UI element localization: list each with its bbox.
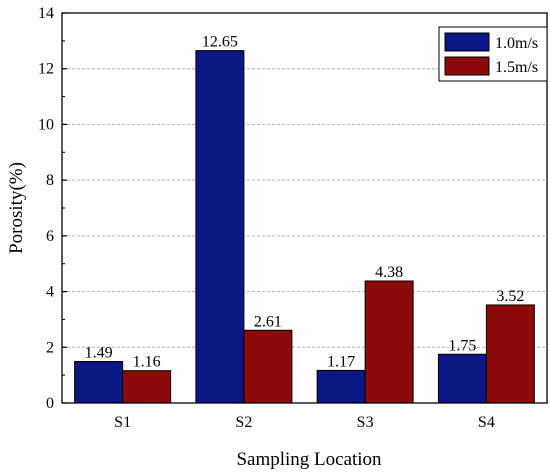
bar [485,304,535,404]
y-tick-label: 8 [46,172,54,189]
data-label: 1.16 [133,354,161,371]
x-tick-label: S2 [235,414,252,431]
bar [122,370,172,404]
x-axis-title: Sampling Location [236,449,382,470]
y-tick-label: 6 [46,228,54,245]
x-tick-label: S1 [114,414,131,431]
legend: 1.0m/s 1.5m/s [438,26,548,82]
y-tick-label: 14 [38,5,54,22]
legend-label: 1.0m/s [495,35,538,52]
y-axis-title: Porosity(%) [6,162,27,254]
data-label: 1.17 [327,353,355,370]
data-label: 2.61 [254,313,282,330]
bar [316,369,366,404]
bar [195,50,245,404]
grid-lines [62,68,547,348]
data-labels: 1.49 1.16 12.65 2.61 1.17 4.38 1.75 3.52 [85,34,525,371]
y-tick-label: 12 [38,61,54,78]
bar [74,360,124,404]
legend-label: 1.5m/s [495,59,538,76]
y-tick-label: 0 [46,395,54,412]
data-label: 1.49 [85,344,113,361]
y-tick-label: 4 [46,284,54,301]
x-tick-label: S3 [357,414,374,431]
y-tick-label: 10 [38,116,54,133]
axes: 0 2 4 6 8 10 12 14 S1 S2 S3 S4 [38,5,548,431]
bar [364,280,414,404]
legend-swatch [444,56,490,76]
data-label: 1.75 [448,337,476,354]
bar [243,329,293,404]
x-tick-label: S4 [478,414,495,431]
bar [437,353,487,404]
data-label: 12.65 [202,34,238,51]
y-tick-label: 2 [46,339,54,356]
bars [74,50,535,404]
data-label: 4.38 [375,264,403,281]
data-label: 3.52 [496,288,524,305]
legend-swatch [444,32,490,52]
